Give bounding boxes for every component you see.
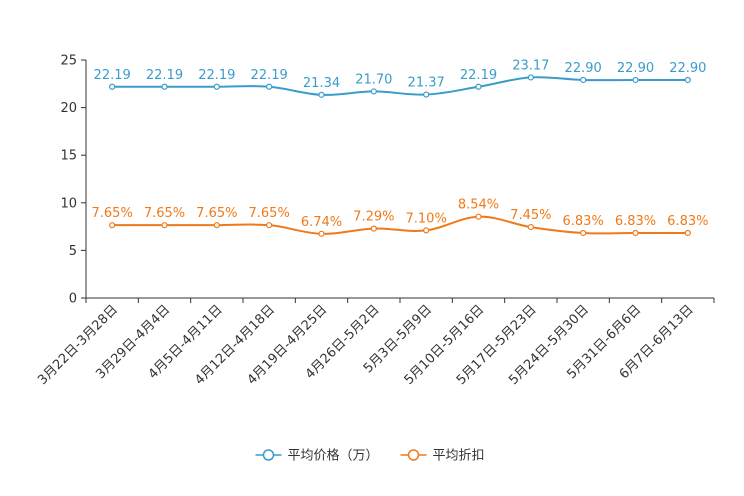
series-1-data-label: 21.37	[408, 76, 445, 91]
series-1-data-label: 22.19	[251, 68, 288, 83]
series-1-point[interactable]	[632, 76, 639, 84]
series-1-point[interactable]	[266, 83, 273, 90]
legend[interactable]: 平均价格（万） 平均折扣	[255, 448, 485, 464]
series-2-point[interactable]	[632, 229, 639, 237]
series-1-point[interactable]	[318, 91, 325, 98]
legend-marker-icon	[262, 449, 275, 461]
series-2-point[interactable]	[266, 222, 273, 229]
series-2-point[interactable]	[580, 229, 587, 237]
series-2-data-label: 7.29%	[353, 210, 394, 225]
data-labels: 22.19 22.19 22.19 22.19 21.34 21.70 21.37 22.19…	[92, 58, 709, 229]
series-1-point[interactable]	[527, 74, 534, 81]
series-2-point[interactable]	[475, 213, 482, 220]
series-1-data-label: 21.34	[303, 76, 340, 91]
series-1-data-label: 22.19	[198, 68, 235, 83]
series-1-point[interactable]	[161, 83, 168, 90]
series-1-point[interactable]	[213, 83, 220, 90]
legend-item-2[interactable]: 平均折扣	[400, 449, 485, 464]
legend-item-1[interactable]: 平均价格（万）	[255, 448, 379, 464]
series-1-data-label: 22.19	[94, 68, 131, 83]
y-tick-label: 10	[60, 196, 77, 211]
series-2-data-label: 7.10%	[406, 211, 447, 226]
legend-marker-icon	[407, 449, 420, 461]
series-2-data-label: 6.83%	[563, 214, 604, 229]
series-2-point[interactable]	[213, 222, 220, 229]
series-1-point[interactable]	[109, 83, 116, 90]
series-2-data-label: 8.54%	[458, 198, 499, 213]
series-1-point[interactable]	[370, 88, 377, 95]
series-2-point[interactable]	[527, 223, 534, 231]
y-tick-label: 0	[69, 292, 77, 307]
series-1-data-label: 22.19	[460, 68, 497, 83]
y-tick-label: 5	[69, 244, 77, 259]
series-2-point[interactable]	[161, 222, 168, 229]
series-1-point[interactable]	[423, 91, 430, 98]
series-1-data-label: 22.90	[617, 61, 654, 76]
series-1-data-label: 23.17	[512, 58, 549, 73]
series-2-data-label: 7.45%	[510, 208, 551, 223]
series-2-point[interactable]	[109, 222, 116, 229]
series-2-data-label: 7.65%	[249, 206, 290, 221]
series-2-data-label: 6.83%	[667, 214, 708, 229]
series-1-data-label: 22.19	[146, 68, 183, 83]
series-2-point[interactable]	[423, 227, 430, 234]
y-tick-label: 20	[60, 101, 77, 116]
legend-label: 平均折扣	[433, 449, 485, 464]
series-group	[109, 74, 691, 237]
series-2-data-label: 7.65%	[92, 206, 133, 221]
series-2-data-label: 7.65%	[196, 206, 237, 221]
y-tick-label: 25	[60, 54, 77, 69]
series-1-data-label: 22.90	[669, 61, 706, 76]
series-1-point[interactable]	[580, 76, 587, 84]
series-1-data-label: 22.90	[565, 61, 602, 76]
y-tick-label: 15	[60, 149, 77, 164]
series-2-data-label: 7.65%	[144, 206, 185, 221]
series-2-point[interactable]	[684, 229, 691, 237]
series-line-2	[112, 215, 688, 235]
series-line-1	[112, 76, 688, 96]
legend-label: 平均价格（万）	[288, 448, 379, 464]
series-1-point[interactable]	[475, 83, 482, 90]
series-2-data-label: 6.83%	[615, 214, 656, 229]
series-1-data-label: 21.70	[355, 72, 392, 87]
series-2-data-label: 6.74%	[301, 215, 342, 230]
series-2-point[interactable]	[318, 230, 325, 237]
series-2-point[interactable]	[370, 225, 377, 232]
series-1-point[interactable]	[684, 76, 691, 84]
